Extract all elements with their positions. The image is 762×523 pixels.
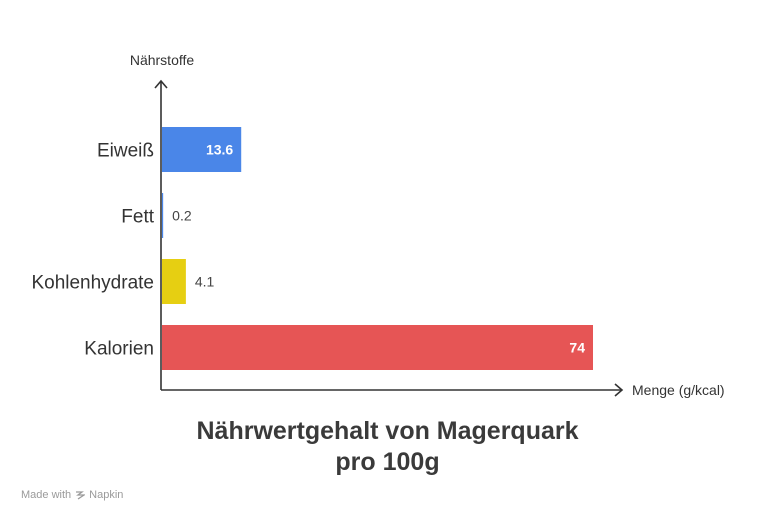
bar-kohlenhydrate (162, 259, 186, 304)
chart-title: Nährwertgehalt von Magerquark pro 100g (0, 416, 762, 478)
value-label-kohlenhydrate: 4.1 (195, 274, 215, 290)
x-axis-arrow (614, 383, 624, 397)
x-axis-label: Menge (g/kcal) (632, 382, 725, 398)
bars-group (162, 127, 593, 370)
value-label-fett: 0.2 (172, 208, 192, 224)
category-label-fett: Fett (121, 207, 154, 228)
napkin-logo-icon (76, 491, 86, 500)
value-label-eiwei-: 13.6 (206, 142, 233, 158)
value-labels: 13.6 0.2 4.1 74 (172, 142, 585, 356)
y-axis-arrow (154, 79, 168, 89)
y-axis-label: Nährstoffe (130, 52, 195, 68)
chart-title-line1: Nährwertgehalt von Magerquark (196, 417, 579, 445)
value-label-kalorien: 74 (569, 340, 585, 356)
category-label-eiwei-: Eiweiß (97, 141, 154, 162)
category-labels: Eiweiß Fett Kohlenhydrate Kalorien (31, 141, 154, 360)
bar-eiwei- (162, 127, 242, 172)
made-with-text: Made with (21, 489, 72, 501)
category-label-kalorien: Kalorien (84, 339, 154, 360)
bar-fett (162, 193, 164, 238)
chart-title-line2: pro 100g (335, 448, 440, 476)
napkin-brand-text: Napkin (89, 489, 124, 501)
category-label-kohlenhydrate: Kohlenhydrate (31, 273, 154, 294)
made-with-credit: Made with Napkin (21, 489, 123, 501)
bar-kalorien (162, 325, 593, 370)
